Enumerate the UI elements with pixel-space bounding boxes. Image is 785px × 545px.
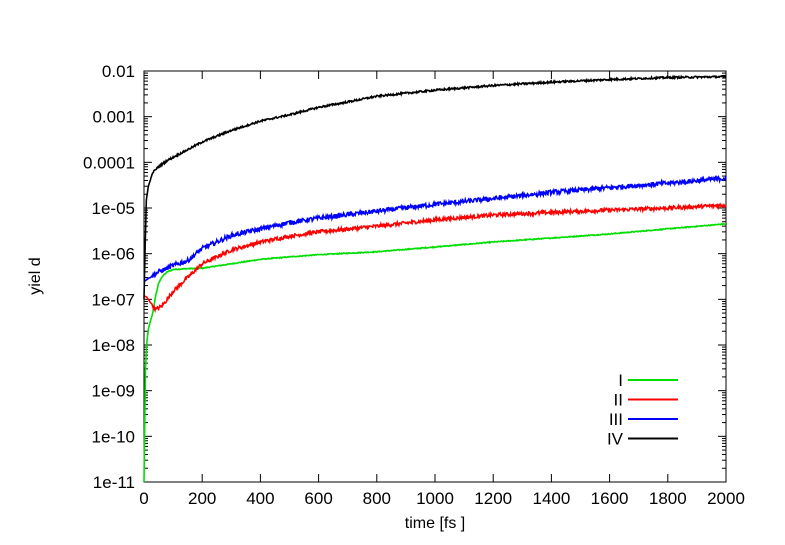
y-tick-label: 0.01 xyxy=(102,62,135,81)
x-tick-label: 800 xyxy=(363,489,391,508)
x-tick-label: 1400 xyxy=(532,489,570,508)
plot-frame xyxy=(143,70,727,483)
series-layer xyxy=(143,74,727,482)
y-tick-label: 1e-05 xyxy=(92,199,135,218)
legend-label-i: I xyxy=(618,371,623,390)
x-tick-label: 200 xyxy=(188,489,216,508)
y-tick-label: 1e-06 xyxy=(92,245,135,264)
x-tick-label: 2000 xyxy=(707,489,745,508)
x-tick-label: 1200 xyxy=(474,489,512,508)
series-line-ii xyxy=(143,202,727,314)
x-tick-label: 1800 xyxy=(649,489,687,508)
x-tick-label: 1000 xyxy=(416,489,454,508)
y-axis-ticks: 1e-11 1e-10 1e-09 1e-08 1e-07 1e-06 1e-05 0.000… xyxy=(83,62,726,492)
legend-label-iii: III xyxy=(609,410,623,429)
x-tick-label: 1600 xyxy=(591,489,629,508)
legend-label-iv: IV xyxy=(607,430,624,449)
x-tick-label: 0 xyxy=(139,489,148,508)
y-tick-label: 0.001 xyxy=(92,108,135,127)
series-line-iv xyxy=(143,74,727,300)
y-tick-label: 1e-11 xyxy=(93,473,135,492)
y-tick-label: 1e-10 xyxy=(92,427,135,446)
x-tick-label: 600 xyxy=(304,489,332,508)
legend-label-ii: II xyxy=(614,391,623,410)
y-tick-label: 0.0001 xyxy=(83,153,135,172)
y-tick-label: 1e-09 xyxy=(92,382,135,401)
x-axis-label: time [fs ] xyxy=(405,515,465,532)
series-line-iii xyxy=(143,174,727,283)
y-axis-label: yiel d xyxy=(27,257,44,294)
y-tick-label: 1e-08 xyxy=(92,336,135,355)
x-tick-label: 400 xyxy=(246,489,274,508)
series-line-i xyxy=(143,222,727,482)
y-tick-label: 1e-07 xyxy=(92,290,135,309)
x-axis-ticks: 0 200 400 600 800 1000 1200 1400 1600 1800 2000 xyxy=(139,71,745,508)
